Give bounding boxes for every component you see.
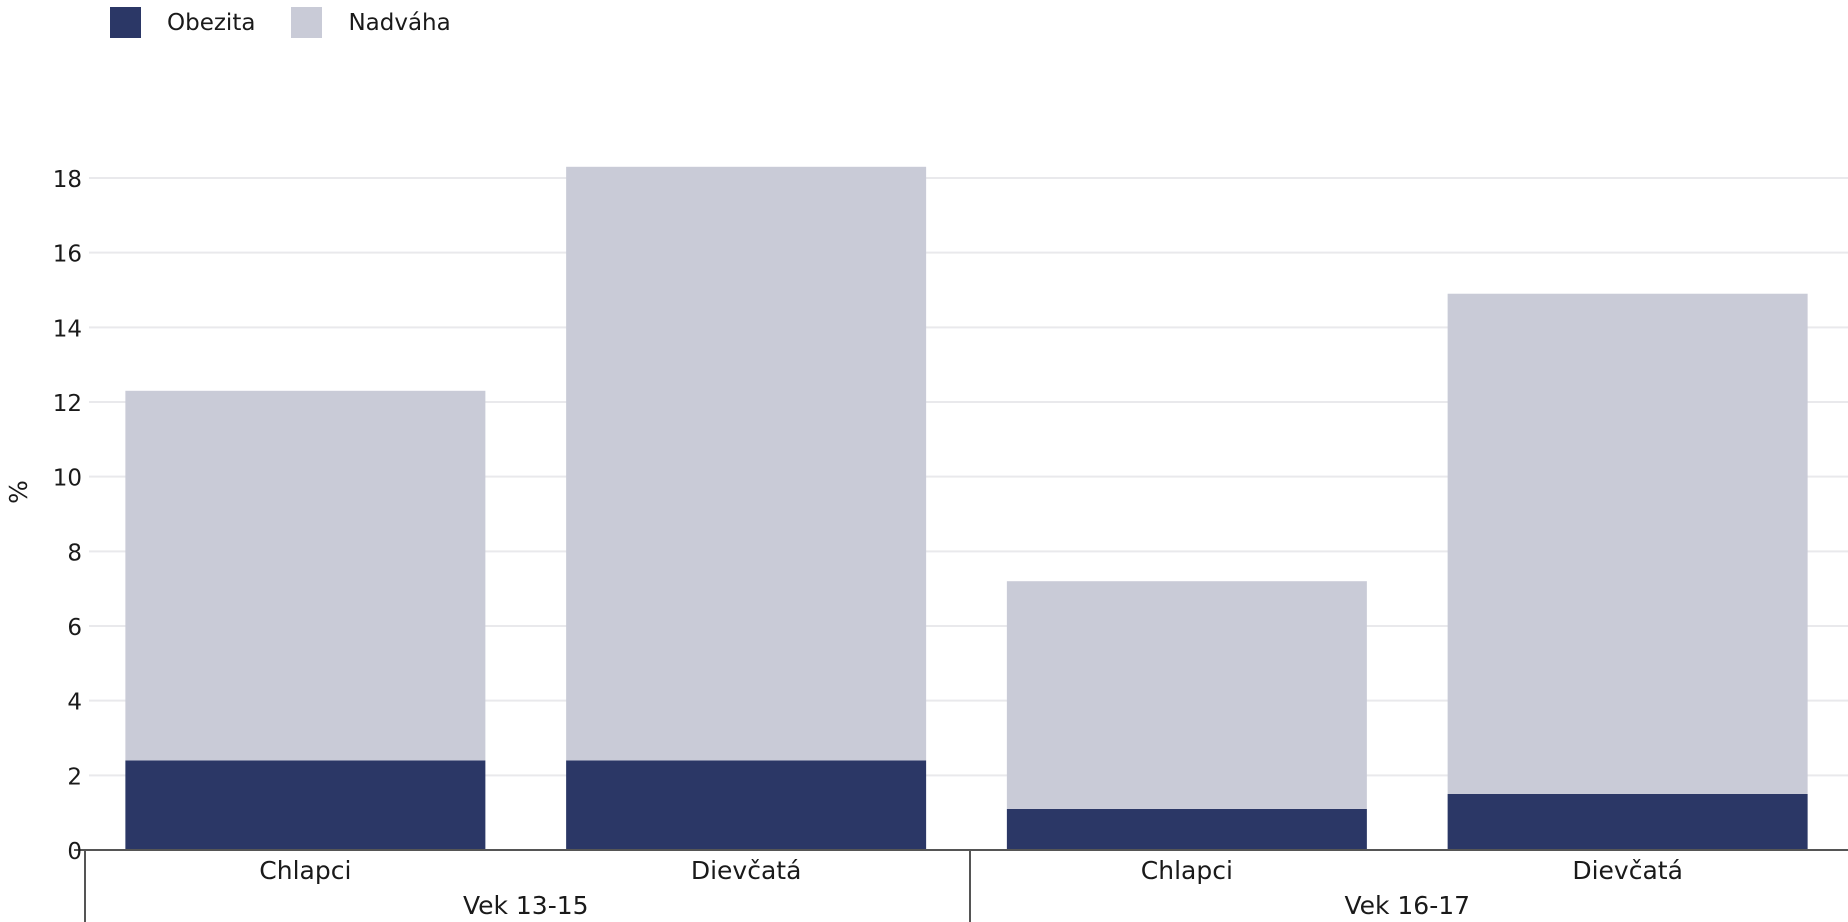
x-tick-label: Chlapci — [1141, 856, 1233, 885]
y-tick-label: 6 — [67, 615, 82, 641]
y-tick-label: 8 — [67, 540, 82, 566]
x-labels: Chlapci Dievčatá Chlapci Dievčatá Vek 13-15 V… — [259, 856, 1683, 920]
legend-swatch-nadvaha — [291, 7, 323, 38]
legend-swatch-obezita — [110, 7, 141, 38]
x-tick-label: Dievčatá — [1572, 856, 1683, 885]
y-tick-label: 14 — [53, 316, 82, 342]
y-tick-label: 4 — [67, 690, 82, 716]
x-group-label: Vek 16-17 — [1344, 891, 1470, 920]
x-group-label: Vek 13-15 — [463, 891, 589, 920]
y-tick-label: 2 — [67, 764, 82, 790]
y-tick-labels: 0 2 4 6 8 10 12 14 16 18 — [53, 167, 82, 865]
bar-nadvha-3[interactable] — [1447, 293, 1808, 794]
x-tick-label: Chlapci — [259, 856, 351, 885]
bar-nadvha-1[interactable] — [566, 166, 927, 761]
legend-label-nadvaha: Nadváha — [348, 9, 451, 36]
bar-obezita-2[interactable] — [1006, 808, 1367, 850]
bar-obezita-0[interactable] — [125, 760, 486, 850]
bar-nadvha-2[interactable] — [1006, 581, 1367, 809]
legend-label-obezita: Obezita — [167, 9, 256, 36]
bars — [125, 166, 1808, 850]
legend-item-obezita[interactable]: Obezita — [110, 7, 255, 38]
y-tick-label: 10 — [53, 466, 82, 492]
bar-obezita-1[interactable] — [566, 760, 927, 850]
bar-obezita-3[interactable] — [1447, 794, 1808, 850]
y-axis-label: % — [4, 480, 33, 504]
x-tick-label: Dievčatá — [691, 856, 802, 885]
bar-nadvha-0[interactable] — [125, 390, 486, 761]
legend: Obezita Nadváha — [110, 7, 487, 38]
y-tick-label: 12 — [53, 391, 82, 417]
y-tick-label: 18 — [53, 167, 82, 193]
axes — [74, 849, 1848, 922]
y-tick-label: 16 — [53, 242, 82, 268]
legend-item-nadvaha[interactable]: Nadváha — [291, 7, 451, 38]
y-tick-label: 0 — [67, 839, 82, 865]
